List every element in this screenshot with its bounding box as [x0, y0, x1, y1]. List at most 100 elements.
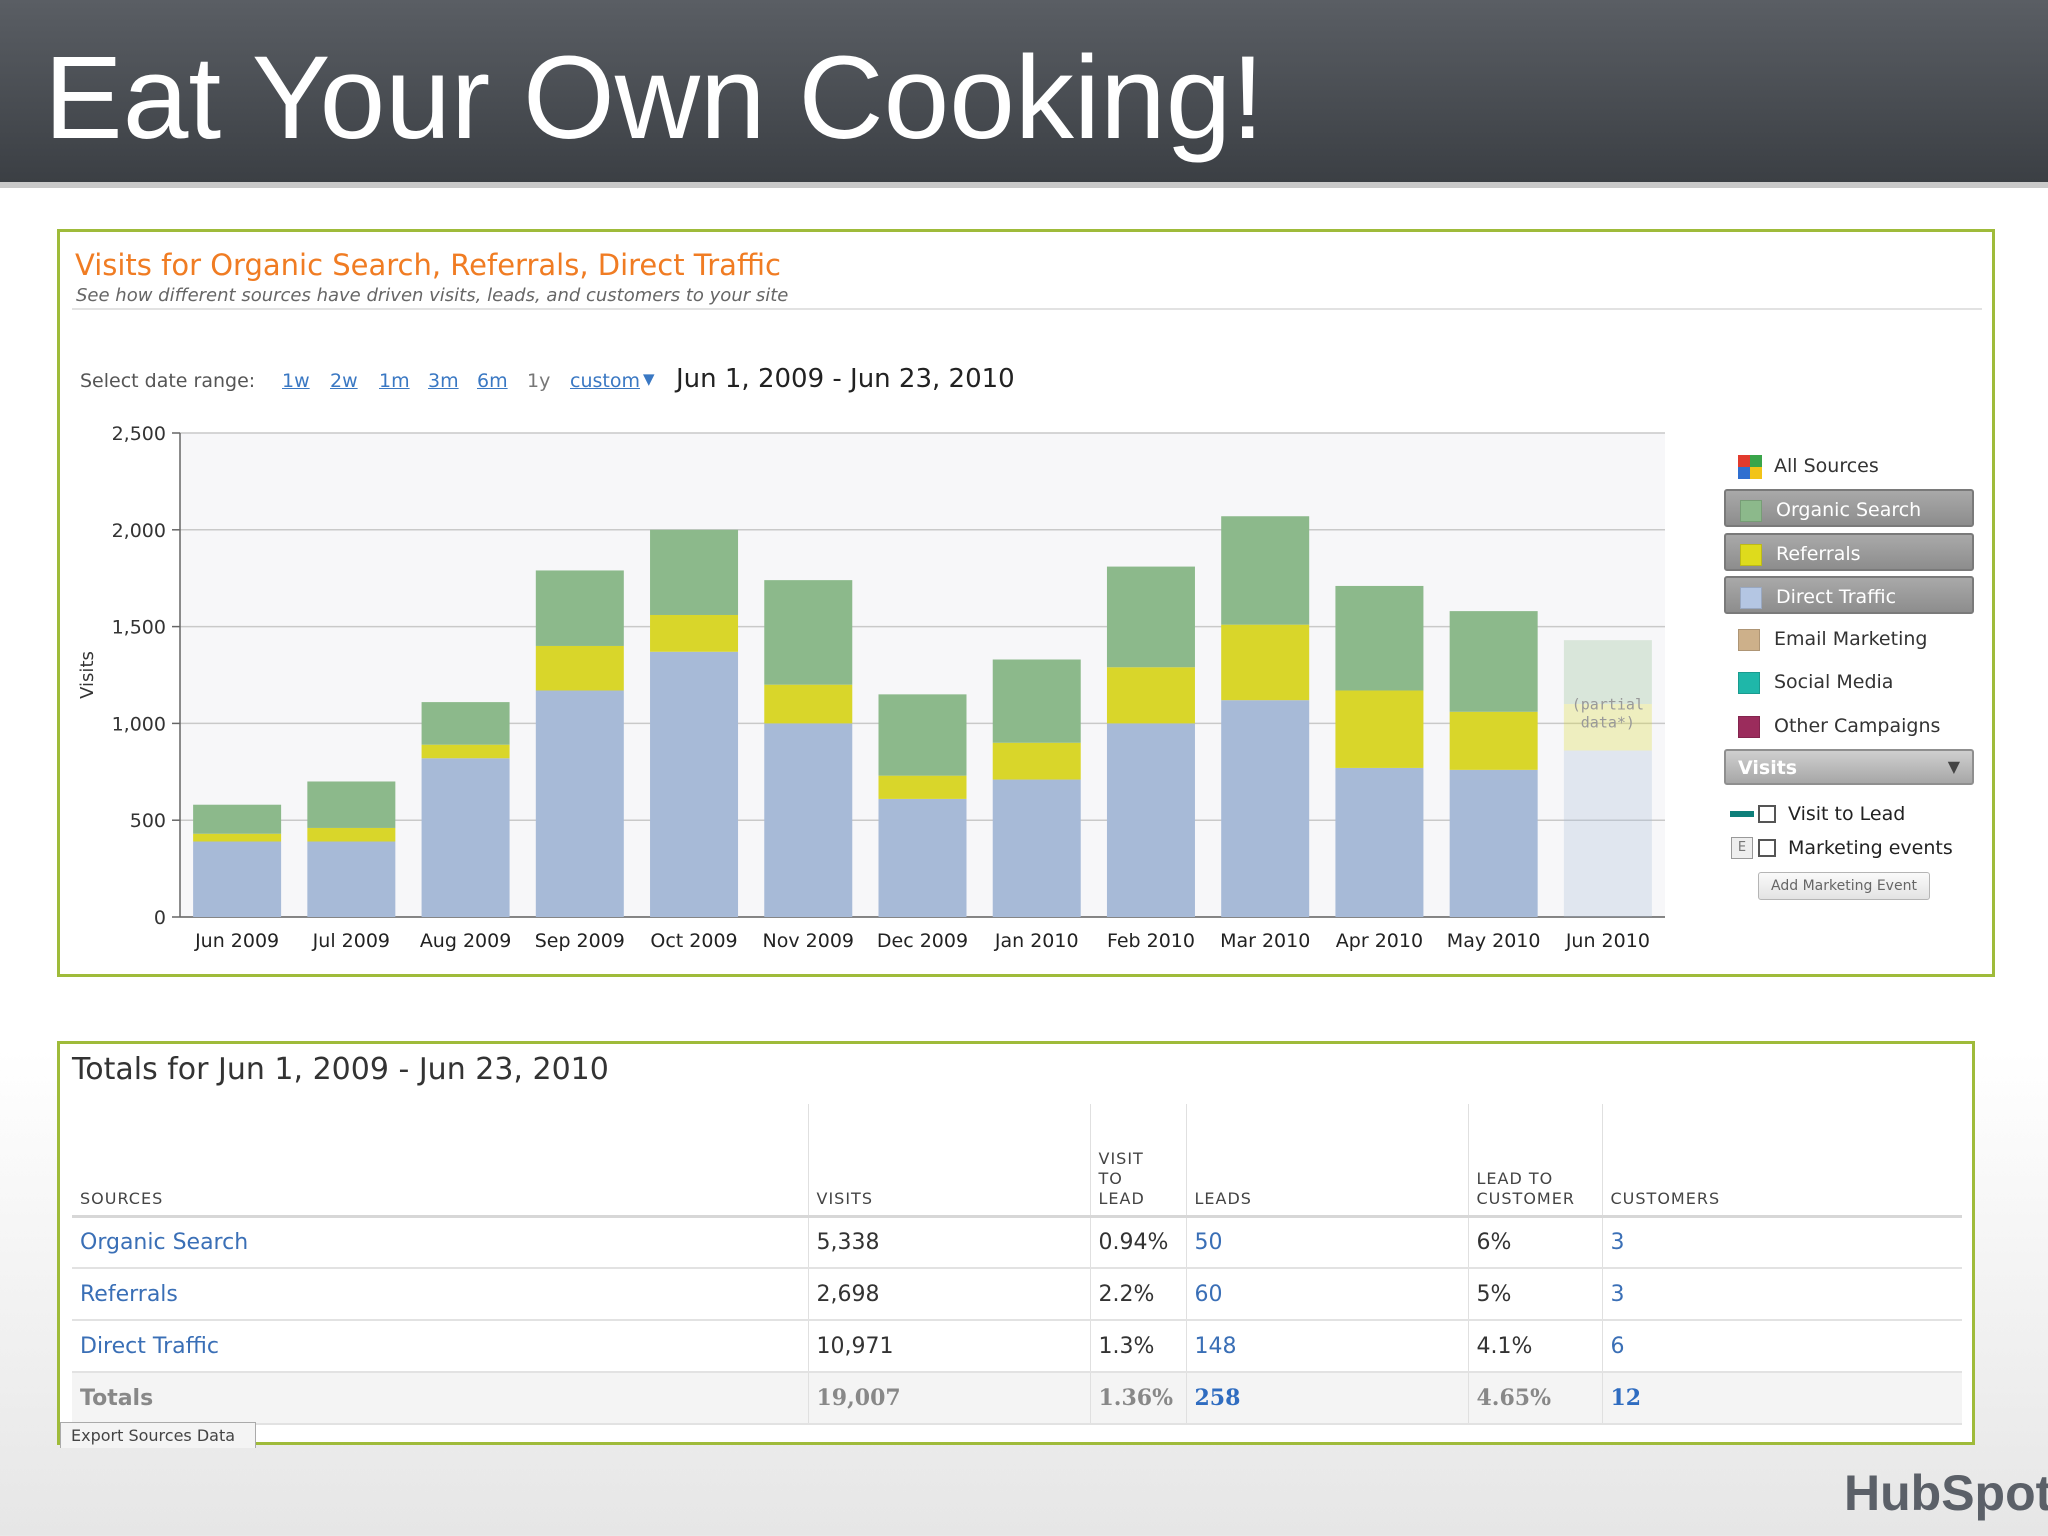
bar-referrals[interactable] — [878, 775, 967, 799]
range-6m-link[interactable]: 6m — [477, 370, 508, 392]
bar-organic-search[interactable] — [878, 694, 967, 776]
bar-referrals[interactable] — [421, 744, 510, 759]
legend-item-organic-search[interactable]: Organic Search — [1724, 489, 1974, 527]
export-sources-data-button[interactable]: Export Sources Data — [60, 1422, 256, 1448]
bar-direct-traffic[interactable] — [878, 798, 967, 917]
y-tick-label: 1,500 — [112, 617, 166, 639]
legend-label: Referrals — [1776, 542, 1861, 565]
bar-organic-search[interactable] — [1335, 585, 1424, 691]
bar-referrals[interactable] — [764, 684, 853, 724]
legend-item-email-marketing[interactable]: Email Marketing — [1724, 620, 1974, 658]
bar-direct-traffic[interactable] — [421, 758, 510, 917]
bar-referrals[interactable] — [1335, 690, 1424, 768]
bar-referrals[interactable] — [307, 827, 396, 842]
bar-direct-traffic[interactable] — [307, 841, 396, 917]
bar-referrals[interactable] — [650, 614, 739, 652]
column-header-visits[interactable]: VISITS — [807, 1104, 1090, 1218]
cell-customers[interactable]: 3 — [1601, 1216, 1962, 1269]
range-3m-link[interactable]: 3m — [428, 370, 459, 392]
bar-direct-traffic[interactable] — [650, 651, 739, 917]
bar-organic-search[interactable] — [1106, 566, 1195, 668]
bar-direct-traffic[interactable] — [992, 779, 1081, 917]
range-custom-link[interactable]: custom — [570, 370, 640, 392]
add-marketing-event-button[interactable]: Add Marketing Event — [1758, 872, 1930, 900]
bar-direct-traffic[interactable] — [1106, 723, 1195, 917]
bar-organic-search[interactable] — [1221, 516, 1310, 625]
column-header-customers[interactable]: CUSTOMERS — [1601, 1104, 1962, 1218]
cell-v2l: 1.36% — [1089, 1372, 1186, 1425]
bar-organic-search[interactable] — [193, 804, 282, 834]
legend-all-sources[interactable]: All Sources — [1724, 447, 1974, 485]
bar-referrals[interactable] — [535, 645, 624, 691]
legend-swatch — [1738, 715, 1760, 738]
bar-organic-search[interactable] — [421, 702, 510, 745]
bar-referrals[interactable] — [193, 833, 282, 842]
range-2w-link[interactable]: 2w — [330, 370, 358, 392]
cell-customers[interactable]: 6 — [1601, 1320, 1962, 1373]
slide-header: Eat Your Own Cooking! — [0, 0, 2048, 188]
range-1m-link[interactable]: 1m — [379, 370, 410, 392]
bar-direct-traffic[interactable] — [1335, 767, 1424, 917]
marketing-events-option[interactable]: E Marketing events — [1724, 834, 1984, 864]
metric-value: Visits — [1738, 757, 1798, 779]
bar-direct-traffic[interactable] — [193, 841, 282, 917]
visits-chart-panel: Visits for Organic Search, Referrals, Di… — [57, 229, 1995, 977]
y-tick-label: 2,000 — [112, 520, 166, 542]
cell-leads[interactable]: 258 — [1185, 1372, 1468, 1425]
bar-direct-traffic[interactable] — [1221, 700, 1310, 917]
range-1w-link[interactable]: 1w — [282, 370, 310, 392]
cell-v2l: 1.3% — [1089, 1320, 1186, 1373]
cell-customers[interactable]: 3 — [1601, 1268, 1962, 1321]
legend-item-other-campaigns[interactable]: Other Campaigns — [1724, 707, 1974, 745]
custom-chevron-down-icon[interactable]: ▼ — [643, 370, 655, 388]
bar-organic-search[interactable] — [1449, 611, 1538, 712]
x-tick-label: Jun 2009 — [194, 930, 279, 952]
bar-organic-search[interactable] — [535, 570, 624, 646]
cell-leads[interactable]: 148 — [1185, 1320, 1468, 1373]
legend-swatch — [1740, 500, 1762, 522]
bar-referrals[interactable] — [992, 742, 1081, 780]
logo-text: HubSpot — [1844, 1465, 2048, 1521]
legend-label: All Sources — [1774, 455, 1879, 477]
table-row: Referrals 2,698 2.2% 60 5% 3 — [72, 1268, 1962, 1321]
legend-item-social-media[interactable]: Social Media — [1724, 663, 1974, 701]
chart-title: Visits for Organic Search, Referrals, Di… — [75, 248, 781, 282]
date-range-label: Select date range: — [80, 370, 256, 392]
bar-direct-traffic[interactable] — [764, 723, 853, 917]
bar-referrals[interactable] — [1221, 624, 1310, 701]
bar-referrals[interactable] — [1106, 667, 1195, 724]
column-header-visit-to-lead[interactable]: VISIT TO LEAD — [1089, 1104, 1186, 1218]
marketing-events-checkbox[interactable] — [1758, 839, 1776, 857]
column-header-leads[interactable]: LEADS — [1185, 1104, 1468, 1218]
cell-customers[interactable]: 12 — [1601, 1372, 1962, 1425]
cell-source[interactable]: Direct Traffic — [72, 1320, 808, 1373]
column-header-sources[interactable]: SOURCES — [72, 1104, 808, 1218]
legend-item-referrals[interactable]: Referrals — [1724, 532, 1974, 571]
legend-label: Direct Traffic — [1776, 586, 1897, 608]
range-1y-option[interactable]: 1y — [527, 370, 551, 392]
legend-label: Email Marketing — [1774, 627, 1928, 650]
bar-direct-traffic[interactable] — [1563, 750, 1652, 917]
totals-title: Totals for Jun 1, 2009 - Jun 23, 2010 — [72, 1052, 609, 1087]
visit-to-lead-option[interactable]: Visit to Lead — [1724, 800, 1984, 830]
bar-direct-traffic[interactable] — [1449, 769, 1538, 917]
bar-referrals[interactable] — [1563, 704, 1652, 751]
bar-direct-traffic[interactable] — [535, 690, 624, 917]
metric-select[interactable]: Visits ▼ — [1724, 749, 1974, 785]
bar-organic-search[interactable] — [1563, 640, 1652, 705]
table-header-row: SOURCES VISITS VISIT TO LEAD LEADS LEAD TO… — [72, 1104, 1962, 1218]
bar-organic-search[interactable] — [764, 580, 853, 685]
slide-title: Eat Your Own Cooking! — [44, 32, 1265, 164]
legend-item-direct-traffic[interactable]: Direct Traffic — [1724, 576, 1974, 614]
visit-to-lead-checkbox[interactable] — [1758, 805, 1776, 823]
cell-leads[interactable]: 60 — [1185, 1268, 1468, 1321]
bar-organic-search[interactable] — [650, 529, 739, 615]
cell-leads[interactable]: 50 — [1185, 1216, 1468, 1269]
cell-source[interactable]: Organic Search — [72, 1216, 808, 1269]
bar-referrals[interactable] — [1449, 711, 1538, 770]
bar-organic-search[interactable] — [992, 659, 1081, 743]
cell-source[interactable]: Referrals — [72, 1268, 808, 1321]
marketing-events-label: Marketing events — [1788, 837, 1953, 859]
column-header-lead-to-customer[interactable]: LEAD TO CUSTOMER — [1467, 1104, 1602, 1218]
bar-organic-search[interactable] — [307, 781, 396, 828]
